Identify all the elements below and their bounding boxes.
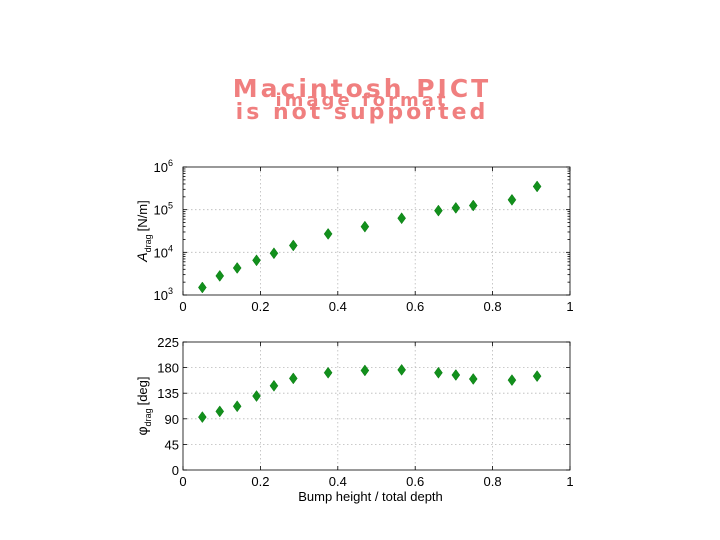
y-axis-label: Adrag [N/m] (134, 200, 153, 262)
data-point (434, 366, 443, 379)
y-tick-base: 90 (165, 412, 179, 427)
data-point (451, 369, 461, 381)
data-point (198, 281, 207, 294)
x-tick-label: 0.4 (329, 299, 347, 314)
y-label-subscript: drag (143, 408, 153, 426)
x-tick-label: 1 (566, 299, 573, 314)
x-tick-label: 0.4 (329, 474, 347, 489)
data-point (451, 201, 461, 214)
y-label-symbol: A (134, 252, 150, 262)
y-tick-base: 0 (172, 463, 179, 478)
data-point (468, 373, 478, 385)
y-tick-label: 135 (157, 386, 179, 401)
y-tick-base: 225 (157, 335, 179, 350)
data-point (507, 193, 517, 206)
axes-frame (182, 341, 571, 471)
banner-line-1: Macintosh PICT (233, 74, 491, 103)
x-tick-label: 0.8 (484, 474, 502, 489)
x-tick-label: 0.6 (406, 474, 424, 489)
y-tick-label: 0 (172, 463, 179, 478)
x-tick-label: 0.6 (406, 299, 424, 314)
y-tick-exponent: 6 (168, 158, 173, 168)
banner-line-3: is not supported (236, 100, 489, 125)
y-tick-label: 180 (157, 361, 179, 376)
y-label-unit: [N/m] (135, 200, 150, 231)
y-tick-base: 10 (154, 160, 168, 175)
data-point (232, 262, 242, 274)
data-point (252, 390, 261, 402)
y-tick-label: 90 (165, 412, 179, 427)
x-tick-label: 0.2 (251, 474, 269, 489)
y-label-unit: [deg] (135, 376, 150, 405)
y-label-subscript: drag (143, 234, 153, 252)
x-tick-label: 0 (179, 474, 186, 489)
data-point (198, 411, 207, 424)
data-point (215, 405, 225, 418)
data-point (288, 239, 298, 252)
x-tick-label: 0.2 (251, 299, 269, 314)
phase-plot: 0 0.2 0.4 0.6 0.8 1 0 45 90 135 180 225 φdrag [deg] Bu… (134, 335, 574, 504)
data-point (507, 374, 517, 387)
data-point (288, 372, 298, 385)
y-tick-label: 103 (154, 286, 173, 303)
data-point (323, 228, 333, 240)
x-tick-label: 0 (179, 299, 186, 314)
data-point (532, 180, 542, 193)
data-point (434, 204, 443, 217)
y-tick-label: 105 (154, 201, 173, 218)
data-point (269, 247, 279, 260)
y-tick-exponent: 5 (168, 201, 173, 211)
data-point (360, 364, 370, 377)
data-point (323, 366, 333, 379)
data-point (215, 269, 225, 282)
y-tick-label: 225 (157, 335, 179, 350)
y-tick-label: 106 (154, 158, 173, 175)
data-point (397, 212, 406, 225)
y-axis-label: φdrag [deg] (134, 376, 153, 435)
y-tick-base: 10 (154, 288, 168, 303)
data-point (269, 379, 279, 392)
y-tick-base: 180 (157, 361, 179, 376)
x-axis-label: Bump height / total depth (298, 489, 443, 504)
y-tick-label: 104 (154, 243, 173, 260)
data-point (468, 199, 478, 212)
axes-frame (182, 166, 571, 296)
y-tick-exponent: 3 (168, 286, 173, 296)
data-point (397, 363, 406, 376)
y-tick-base: 10 (154, 245, 168, 260)
y-tick-base: 45 (165, 437, 179, 452)
y-tick-label: 45 (165, 437, 179, 452)
y-tick-exponent: 4 (168, 243, 173, 253)
data-point (252, 254, 261, 267)
y-label-symbol: φ (134, 426, 150, 435)
pict-banner: Macintosh PICT image format is not suppo… (233, 74, 491, 125)
x-tick-label: 0.8 (484, 299, 502, 314)
y-tick-base: 10 (154, 203, 168, 218)
x-tick-label: 1 (566, 474, 573, 489)
y-tick-base: 135 (157, 386, 179, 401)
data-point (360, 220, 370, 233)
data-point (532, 370, 542, 383)
banner-line-2: image format (275, 90, 448, 111)
data-point (232, 400, 242, 413)
